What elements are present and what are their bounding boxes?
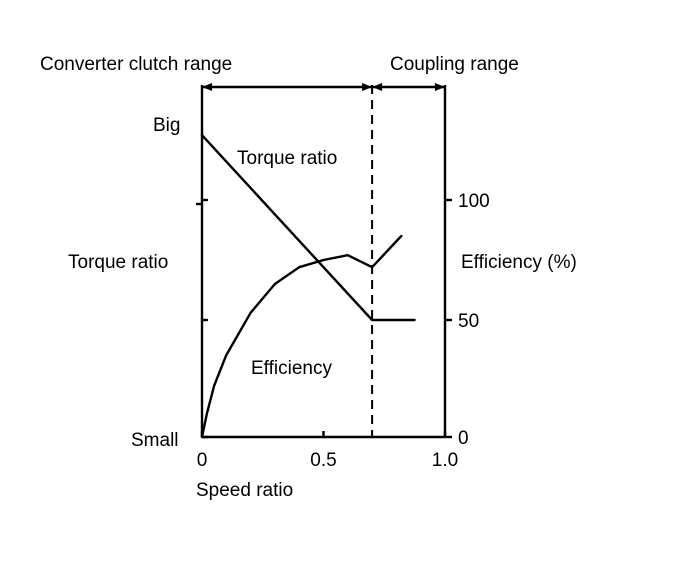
x-axis-ticks: 0 0.5 1.0 bbox=[197, 431, 458, 471]
y-left-axis-label: Torque ratio bbox=[68, 252, 168, 273]
torque-ratio-series-label: Torque ratio bbox=[237, 148, 337, 169]
range-arrow-left-start bbox=[202, 83, 212, 91]
x-tick-label-1: 0.5 bbox=[310, 450, 336, 471]
y-left-tick-big: Big bbox=[153, 115, 180, 136]
efficiency-curve bbox=[200, 234, 403, 439]
right-tick-label-0: 0 bbox=[458, 428, 469, 449]
converter-clutch-range-label: Converter clutch range bbox=[40, 54, 232, 75]
right-tick-label-50: 50 bbox=[458, 311, 479, 332]
x-tick-label-0: 0 bbox=[197, 450, 208, 471]
x-tick-label-2: 1.0 bbox=[432, 450, 458, 471]
y-right-axis-label: Efficiency (%) bbox=[461, 252, 577, 273]
y-left-tick-small: Small bbox=[131, 430, 179, 451]
coupling-range-label: Coupling range bbox=[390, 54, 519, 75]
right-tick-label-100: 100 bbox=[458, 191, 490, 212]
right-axis-ticks: 100 50 0 bbox=[202, 191, 490, 449]
range-arrow-right-end bbox=[435, 83, 445, 91]
x-axis-label: Speed ratio bbox=[196, 480, 293, 501]
efficiency-series-label: Efficiency bbox=[251, 358, 332, 379]
torque-ratio-curve bbox=[200, 134, 416, 322]
range-arrow-bar bbox=[202, 83, 445, 91]
range-arrow-coupling-start bbox=[372, 83, 383, 91]
range-arrow-clutch-end bbox=[362, 83, 373, 91]
